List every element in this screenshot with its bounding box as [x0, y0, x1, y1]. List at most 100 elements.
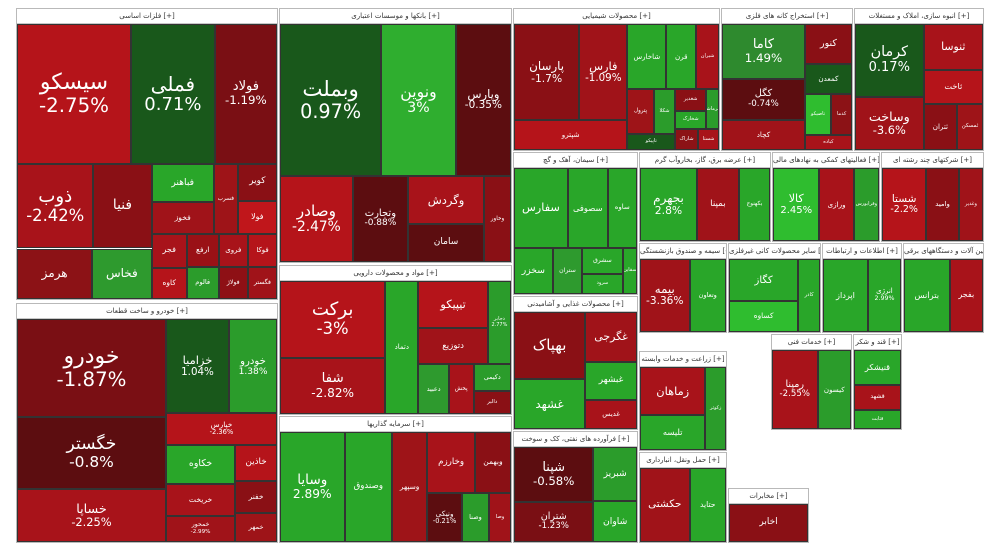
sector-11[interactable]: شرکتهای چند رشته ای [+] شستا -2.2% وامید وغد…: [881, 152, 984, 242]
stock-tile[interactable]: خزامیا 1.04%: [165, 319, 230, 414]
sector-title[interactable]: سایر محصولات کانی غیرفلزی [+]: [729, 244, 820, 259]
stock-tile[interactable]: کگل -0.74%: [722, 79, 805, 120]
sector-title[interactable]: استخراج کانه های فلزی [+]: [722, 9, 852, 24]
sector-title[interactable]: فرآورده های نفتی، کک و سوخت [+]: [514, 432, 637, 447]
stock-tile[interactable]: سصوفی: [567, 168, 608, 249]
stock-tile[interactable]: سرود: [582, 273, 623, 294]
stock-tile[interactable]: فوکا: [248, 233, 277, 267]
stock-tile[interactable]: خاذین: [235, 444, 277, 482]
stock-tile[interactable]: فباهنر: [151, 163, 214, 203]
stock-tile[interactable]: خمحور -2.99%: [165, 515, 236, 542]
stock-tile[interactable]: بکهنوج: [738, 168, 770, 241]
stock-tile[interactable]: کرمان 0.17%: [855, 24, 924, 97]
stock-tile[interactable]: دتماد: [385, 281, 419, 414]
stock-tile[interactable]: ارفع: [186, 233, 219, 268]
sector-4[interactable]: انبوه سازی، املاک و مستغلات [+] کرمان 0.17…: [854, 8, 984, 151]
stock-tile[interactable]: کرماشا: [706, 89, 719, 130]
stock-tile[interactable]: انرژی 2.99%: [867, 259, 901, 332]
sector-title[interactable]: زراعت و خدمات وابسته [+]: [640, 352, 726, 367]
stock-tile[interactable]: خودرو 1.38%: [229, 319, 277, 414]
stock-tile[interactable]: سقاین: [622, 248, 637, 294]
stock-tile[interactable]: شاراک: [675, 129, 698, 150]
sector-title[interactable]: سیمان، آهک و گچ [+]: [514, 153, 637, 168]
sector-1[interactable]: بانکها و موسسات اعتباری [+] وبملت 0.97% ونو…: [279, 8, 512, 263]
stock-tile[interactable]: شستا: [697, 129, 719, 150]
stock-tile[interactable]: خپارس -2.36%: [165, 413, 277, 445]
stock-tile[interactable]: تاپیکو: [627, 133, 676, 150]
sector-13[interactable]: قند و شکر [+] قنیشکر قشهد قثابت: [853, 334, 902, 430]
stock-tile[interactable]: تیپیکو: [418, 281, 488, 329]
stock-tile[interactable]: کباده: [804, 135, 852, 150]
sector-9[interactable]: عرضه برق، گاز، بخاروآب گرم [+] بجهرم 2.8% ب…: [639, 152, 771, 242]
stock-tile[interactable]: وساخت -3.6%: [855, 96, 924, 150]
stock-tile[interactable]: فولاژ: [218, 267, 248, 299]
sector-7[interactable]: سرمایه گذاریها [+] وسایا 2.89% وصندوق وسپهر و…: [279, 416, 512, 543]
stock-tile[interactable]: زماهان: [640, 367, 706, 415]
stock-tile[interactable]: وصنا: [461, 492, 490, 542]
stock-tile[interactable]: کویر: [237, 163, 277, 201]
stock-tile[interactable]: خفنر: [235, 481, 277, 514]
stock-tile[interactable]: ساوه: [607, 168, 637, 249]
stock-tile[interactable]: شبریز: [593, 447, 637, 502]
stock-tile[interactable]: ورازی: [819, 168, 854, 241]
sector-title[interactable]: مواد و محصولات دارویی [+]: [280, 266, 511, 281]
stock-tile[interactable]: خساپا -2.25%: [17, 488, 166, 542]
stock-tile[interactable]: فولاد -1.19%: [214, 24, 277, 164]
stock-tile[interactable]: هرمز: [17, 248, 93, 299]
stock-tile[interactable]: کمعدن: [804, 63, 852, 94]
sector-title[interactable]: سرمایه گذاریها [+]: [280, 417, 511, 432]
sector-title[interactable]: محصولات شیمیایی [+]: [514, 9, 719, 24]
stock-tile[interactable]: شکلا: [653, 89, 676, 134]
stock-tile[interactable]: حکشتی: [640, 468, 690, 542]
stock-tile[interactable]: فملی 0.71%: [130, 24, 215, 164]
stock-tile[interactable]: سشرق: [582, 248, 623, 274]
stock-tile[interactable]: شاخارس: [627, 24, 667, 90]
sector-8[interactable]: سیمان، آهک و گچ [+] سفارس سصوفی ساوه سخزر ستر…: [513, 152, 638, 295]
stock-tile[interactable]: وگردش: [408, 175, 485, 225]
stock-tile[interactable]: وخارزم: [427, 432, 475, 493]
sector-17[interactable]: اطلاعات و ارتباطات [+] اپرداز انرژی 2.99%: [822, 243, 902, 333]
stock-tile[interactable]: قثابت: [854, 410, 901, 429]
sector-10[interactable]: فعالیتهای کمکی به نهادهای مالی [+] کالا 2.…: [772, 152, 880, 242]
stock-tile[interactable]: سخزر: [514, 248, 553, 294]
stock-tile[interactable]: ونوین 3%: [381, 24, 456, 176]
stock-tile[interactable]: فجر: [151, 233, 187, 268]
stock-tile[interactable]: پارسان -1.7%: [514, 24, 580, 120]
stock-tile[interactable]: ذوب -2.42%: [17, 163, 94, 249]
stock-tile[interactable]: تلیسه: [640, 414, 706, 450]
sector-0[interactable]: فلزات اساسی [+] سیسکو -2.75% فملی 0.71% فولاد…: [16, 8, 278, 300]
stock-tile[interactable]: زکوثر: [705, 367, 726, 450]
sector-title[interactable]: خودرو و ساخت قطعات [+]: [17, 304, 277, 319]
sector-16[interactable]: سایر محصولات کانی غیرفلزی [+] کگاز کساوه کا…: [728, 243, 821, 333]
sector-title[interactable]: انبوه سازی، املاک و مستغلات [+]: [855, 9, 983, 24]
stock-tile[interactable]: ثنوسا: [923, 24, 983, 70]
stock-tile[interactable]: پترول: [627, 89, 654, 134]
stock-tile[interactable]: فخاس: [92, 248, 152, 299]
sector-20[interactable]: فرآورده های نفتی، کک و سوخت [+] شپنا -0.58…: [513, 431, 638, 543]
stock-tile[interactable]: کنور: [804, 24, 852, 64]
stock-tile[interactable]: سیسکو -2.75%: [17, 24, 131, 164]
stock-tile[interactable]: کیسون: [817, 350, 851, 429]
sector-14[interactable]: خدمات فنی [+] رمپنا -2.55% کیسون: [771, 334, 852, 430]
stock-tile[interactable]: شاوان: [593, 501, 637, 542]
stock-tile[interactable]: غدیس: [585, 400, 637, 429]
stock-tile[interactable]: وپارس -0.35%: [455, 24, 511, 176]
stock-tile[interactable]: وتعاون: [689, 259, 726, 332]
stock-tile[interactable]: ثتران: [923, 103, 958, 150]
stock-tile[interactable]: شفا -2.82%: [280, 357, 386, 414]
sector-6[interactable]: مواد و محصولات دارویی [+] برکت -3% شفا -2.82…: [279, 265, 512, 415]
stock-tile[interactable]: فولا: [237, 200, 277, 234]
stock-tile[interactable]: خکاوه: [165, 444, 236, 485]
stock-tile[interactable]: فروی: [218, 233, 249, 267]
stock-tile[interactable]: شخارک: [675, 110, 707, 130]
stock-tile[interactable]: دجابر 2.77%: [487, 281, 511, 365]
stock-tile[interactable]: وتجارت -0.88%: [352, 175, 408, 262]
sector-15[interactable]: ماشین آلات و دستگاههای برقی [+] بترانس بفج…: [903, 243, 984, 333]
sector-12[interactable]: محصولات غذایی و آشامیدنی [+] بهپاک غشهد غگر…: [513, 296, 638, 430]
sector-19[interactable]: زراعت و خدمات وابسته [+] زماهان تلیسه زکوثر: [639, 351, 727, 451]
sector-3[interactable]: استخراج کانه های فلزی [+] کاما 1.49% کگل -0.…: [721, 8, 853, 151]
stock-tile[interactable]: وفرابورس: [853, 168, 879, 241]
stock-tile[interactable]: فسرب: [213, 163, 238, 234]
stock-tile[interactable]: شستا -2.2%: [882, 168, 927, 241]
stock-tile[interactable]: فنیا: [93, 163, 152, 249]
